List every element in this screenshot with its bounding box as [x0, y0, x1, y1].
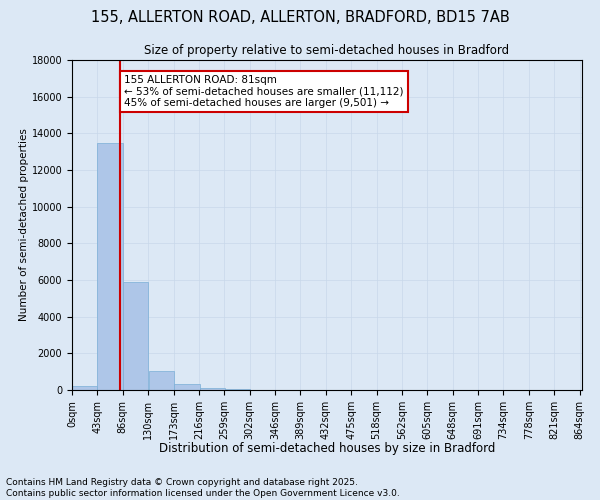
Bar	[72, 386, 97, 390]
Bar	[174, 384, 199, 390]
X-axis label: Distribution of semi-detached houses by size in Bradford: Distribution of semi-detached houses by …	[159, 442, 495, 455]
Text: 155, ALLERTON ROAD, ALLERTON, BRADFORD, BD15 7AB: 155, ALLERTON ROAD, ALLERTON, BRADFORD, …	[91, 10, 509, 25]
Bar	[225, 388, 250, 390]
Bar	[149, 371, 174, 390]
Bar	[123, 282, 148, 390]
Y-axis label: Number of semi-detached properties: Number of semi-detached properties	[19, 128, 29, 322]
Bar	[97, 142, 123, 390]
Bar	[199, 388, 225, 390]
Title: Size of property relative to semi-detached houses in Bradford: Size of property relative to semi-detach…	[145, 44, 509, 58]
Text: Contains HM Land Registry data © Crown copyright and database right 2025.
Contai: Contains HM Land Registry data © Crown c…	[6, 478, 400, 498]
Text: 155 ALLERTON ROAD: 81sqm
← 53% of semi-detached houses are smaller (11,112)
45% : 155 ALLERTON ROAD: 81sqm ← 53% of semi-d…	[124, 74, 403, 108]
